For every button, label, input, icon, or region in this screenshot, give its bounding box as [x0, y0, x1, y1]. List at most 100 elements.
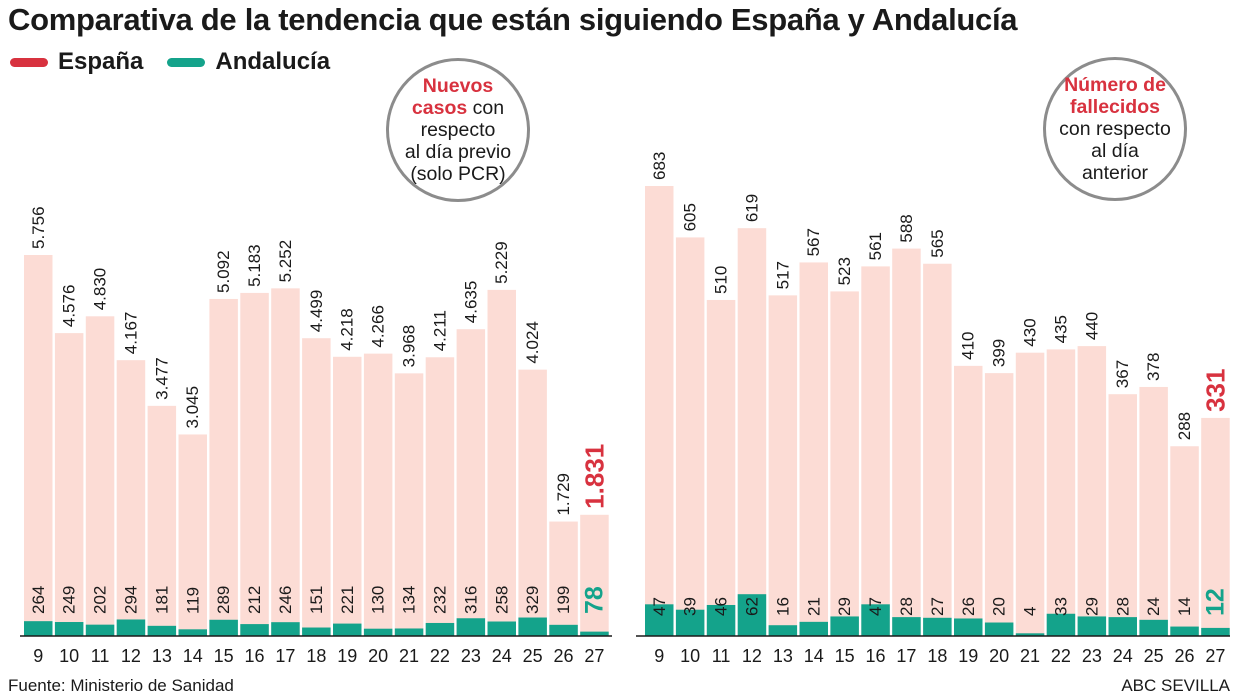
- bar-andalucia-fallecidos-19: [954, 618, 983, 636]
- bar-espana-casos-12: [116, 360, 146, 636]
- bar-espana-casos-13: [147, 405, 177, 636]
- tick-fallecidos-18: 18: [927, 646, 947, 666]
- bar-andalucia-fallecidos-21: [1015, 633, 1045, 636]
- tick-casos-21: 21: [399, 646, 419, 666]
- bar-espana-casos-19: [333, 356, 362, 636]
- label-espana-fallecidos-19: 410: [959, 331, 978, 359]
- label-andalucia-fallecidos-13: 16: [773, 597, 792, 616]
- legend-item-andalucia: Andalucía: [167, 48, 330, 76]
- bar-espana-fallecidos-16: [861, 266, 890, 636]
- bar-andalucia-fallecidos-20: [984, 622, 1014, 636]
- bar-andalucia-fallecidos-12: [737, 594, 767, 636]
- label-andalucia-casos-27: 78: [580, 586, 608, 614]
- bar-andalucia-fallecidos-18: [923, 617, 952, 636]
- bar-espana-fallecidos-22: [1046, 349, 1076, 636]
- label-espana-fallecidos-11: 510: [712, 266, 731, 294]
- label-espana-casos-13: 3.477: [152, 357, 171, 400]
- tick-fallecidos-12: 12: [742, 646, 762, 666]
- bar-espana-casos-22: [425, 357, 455, 636]
- tick-casos-26: 26: [554, 646, 574, 666]
- bubble-left-line-1: respecto: [420, 119, 496, 141]
- tick-casos-19: 19: [337, 646, 357, 666]
- label-espana-casos-22: 4.211: [430, 310, 449, 351]
- label-andalucia-casos-20: 130: [369, 586, 388, 614]
- bar-espana-fallecidos-14: [799, 262, 828, 636]
- bar-andalucia-casos-9: [24, 621, 53, 636]
- tick-fallecidos-26: 26: [1175, 646, 1195, 666]
- bar-espana-fallecidos-21: [1015, 352, 1045, 636]
- label-andalucia-casos-16: 212: [245, 586, 264, 614]
- label-espana-casos-24: 5.229: [492, 241, 511, 284]
- bar-andalucia-fallecidos-23: [1077, 616, 1107, 636]
- label-espana-casos-9: 5.756: [29, 206, 48, 249]
- bar-andalucia-casos-20: [363, 628, 393, 636]
- bar-espana-fallecidos-11: [706, 299, 736, 636]
- bar-espana-casos-15: [209, 298, 238, 636]
- bubble-nuevos-casos: Nuevos casos con respecto al día previo …: [386, 58, 530, 202]
- chart-title: Comparativa de la tendencia que están si…: [8, 2, 1018, 37]
- label-andalucia-casos-19: 221: [338, 586, 357, 614]
- legend-swatch-espana: [10, 57, 48, 67]
- tick-fallecidos-22: 22: [1051, 646, 1071, 666]
- bar-espana-casos-18: [302, 338, 331, 636]
- label-andalucia-fallecidos-17: 28: [897, 597, 916, 616]
- bar-espana-casos-20: [363, 353, 393, 636]
- label-andalucia-casos-12: 294: [121, 586, 140, 614]
- tick-fallecidos-20: 20: [989, 646, 1009, 666]
- tick-casos-12: 12: [121, 646, 141, 666]
- bar-andalucia-casos-19: [333, 623, 362, 636]
- tick-fallecidos-13: 13: [773, 646, 793, 666]
- bar-andalucia-casos-18: [302, 627, 331, 636]
- label-andalucia-fallecidos-26: 14: [1175, 597, 1194, 616]
- bar-espana-fallecidos-18: [923, 263, 952, 636]
- legend-label-andalucia: Andalucía: [215, 48, 331, 75]
- tick-fallecidos-15: 15: [835, 646, 855, 666]
- label-espana-casos-26: 1.729: [554, 473, 573, 516]
- tick-casos-20: 20: [368, 646, 388, 666]
- tick-casos-25: 25: [523, 646, 543, 666]
- tick-casos-15: 15: [214, 646, 234, 666]
- tick-casos-18: 18: [306, 646, 326, 666]
- label-andalucia-casos-10: 249: [60, 586, 79, 614]
- label-andalucia-fallecidos-10: 39: [681, 597, 700, 616]
- tick-fallecidos-11: 11: [712, 646, 731, 666]
- label-andalucia-casos-23: 316: [461, 586, 480, 614]
- tick-casos-11: 11: [91, 646, 110, 666]
- label-espana-casos-19: 4.218: [338, 308, 357, 351]
- label-espana-fallecidos-15: 523: [835, 257, 854, 285]
- label-andalucia-fallecidos-12: 62: [742, 597, 761, 616]
- label-andalucia-fallecidos-20: 20: [990, 597, 1009, 616]
- label-andalucia-fallecidos-22: 33: [1051, 597, 1070, 616]
- label-espana-fallecidos-26: 288: [1175, 412, 1194, 440]
- bar-andalucia-fallecidos-27: [1201, 627, 1230, 636]
- bar-andalucia-casos-10: [54, 622, 84, 636]
- source-note: Fuente: Ministerio de Sanidad: [8, 676, 234, 695]
- bar-andalucia-casos-11: [85, 624, 115, 636]
- bar-espana-casos-17: [271, 288, 300, 636]
- bar-espana-casos-25: [518, 369, 547, 636]
- label-andalucia-fallecidos-27: 12: [1201, 588, 1229, 616]
- tick-casos-27: 27: [584, 646, 604, 666]
- label-espana-casos-21: 3.968: [400, 325, 419, 368]
- bar-espana-casos-24: [487, 289, 516, 636]
- label-espana-casos-20: 4.266: [369, 305, 388, 348]
- bubble-left-con: con: [472, 97, 505, 119]
- tick-casos-22: 22: [430, 646, 450, 666]
- tick-casos-23: 23: [461, 646, 481, 666]
- label-espana-fallecidos-25: 378: [1144, 353, 1163, 381]
- label-andalucia-fallecidos-18: 27: [928, 597, 947, 616]
- tick-casos-9: 9: [33, 646, 43, 666]
- label-andalucia-casos-25: 329: [523, 586, 542, 614]
- label-andalucia-fallecidos-21: 4: [1021, 607, 1040, 616]
- tick-casos-16: 16: [245, 646, 265, 666]
- bar-espana-fallecidos-17: [892, 248, 921, 637]
- tick-fallecidos-21: 21: [1020, 646, 1040, 666]
- label-andalucia-casos-21: 134: [400, 586, 419, 614]
- bar-andalucia-casos-17: [271, 622, 300, 636]
- credit-note: ABC SEVILLA: [1121, 676, 1230, 695]
- tick-fallecidos-24: 24: [1113, 646, 1133, 666]
- bubble-right-line-2: al día: [1091, 140, 1139, 162]
- bar-andalucia-casos-25: [518, 617, 547, 636]
- bar-andalucia-fallecidos-13: [768, 625, 798, 636]
